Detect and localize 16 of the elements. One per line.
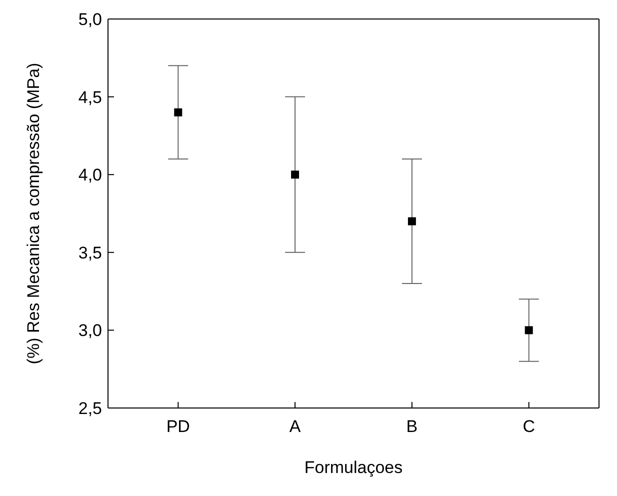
y-tick-label: 5,0 bbox=[78, 10, 102, 30]
y-axis-title: (%) Res Mecanica a compressão (MPa) bbox=[24, 62, 44, 364]
y-tick-label: 2,5 bbox=[78, 399, 102, 418]
x-tick-label: C bbox=[522, 417, 535, 436]
point bbox=[408, 217, 416, 226]
point bbox=[291, 170, 300, 179]
y-tick-label: 3,0 bbox=[78, 321, 102, 340]
point bbox=[524, 326, 533, 334]
x-tick-label: PD bbox=[166, 417, 190, 436]
x-tick-label: A bbox=[289, 417, 302, 436]
x-tick-label: B bbox=[406, 417, 418, 436]
y-tick-label: 4,5 bbox=[78, 88, 102, 107]
y-tick-label: 4,0 bbox=[78, 166, 102, 185]
x-axis-title: Formulaçoes bbox=[304, 458, 403, 477]
y-tick-label: 3,5 bbox=[78, 243, 102, 262]
point bbox=[174, 108, 182, 116]
